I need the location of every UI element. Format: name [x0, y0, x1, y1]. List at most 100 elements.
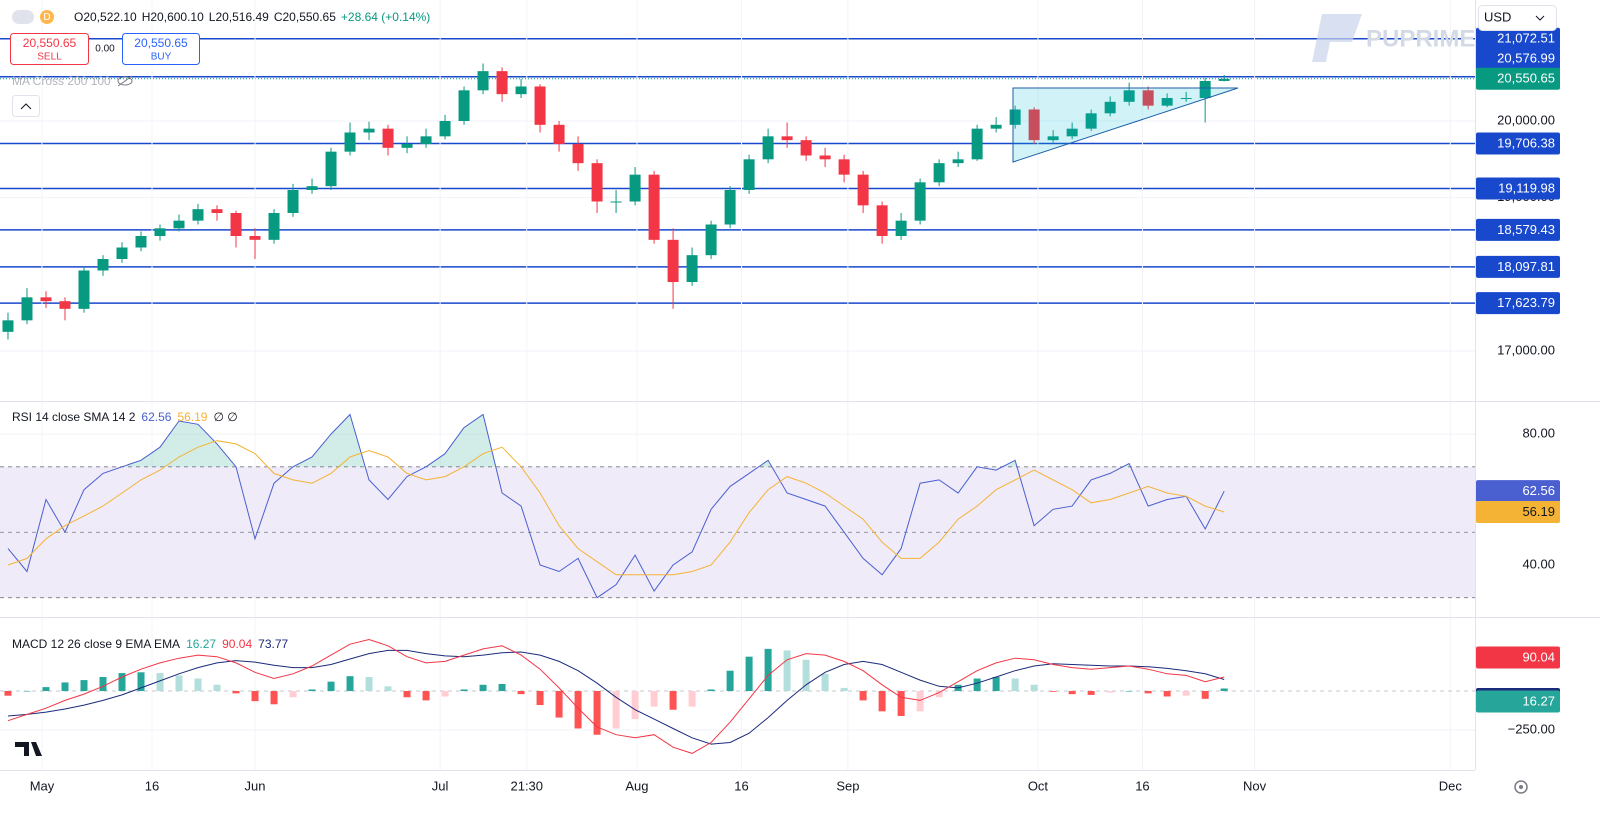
visibility-icon[interactable] [117, 76, 133, 86]
candle-body [1047, 136, 1059, 141]
x-tick-label: May [30, 778, 55, 793]
histogram-bar [859, 691, 867, 701]
grid-layer [0, 0, 1475, 770]
currency-select[interactable] [1478, 5, 1557, 31]
histogram-bar [612, 691, 620, 729]
buy-button[interactable] [122, 33, 200, 65]
candle-body [382, 128, 394, 148]
histogram-bar [707, 689, 715, 692]
level-label: 18,579.43 [1497, 222, 1555, 237]
candle-body [40, 297, 52, 302]
indicator-label: MA Cross 200 100 [12, 74, 111, 88]
candle-body [306, 186, 318, 190]
macd-value-label: 90.04 [1522, 649, 1555, 664]
candle-body [838, 159, 850, 175]
collapse-icon [20, 103, 32, 110]
watermark: PUPRIME [1366, 25, 1475, 52]
x-tick-label: 16 [145, 778, 159, 793]
histogram-bar [42, 687, 50, 692]
histogram-bar [479, 684, 487, 692]
candle-body [154, 228, 166, 236]
collapse-button[interactable] [12, 95, 40, 117]
histogram-bar [1182, 691, 1190, 696]
histogram-bar [441, 691, 449, 697]
candle-body [21, 297, 33, 321]
histogram-bar [897, 691, 905, 716]
level-label-box [1476, 27, 1560, 50]
x-tick-label: Dec [1439, 778, 1463, 793]
candle-body [477, 71, 489, 91]
tv-logo [15, 742, 42, 756]
candle-body [572, 143, 584, 164]
candle-body [819, 155, 831, 160]
candle-body [173, 220, 185, 229]
last-price-label-box [1476, 67, 1560, 90]
interval-badge [40, 10, 54, 24]
histogram-bar [821, 673, 829, 692]
candle-body [800, 140, 812, 156]
level-label-box [1476, 132, 1560, 155]
sell-button[interactable] [10, 33, 89, 65]
legend-value: 62.56 [141, 410, 171, 424]
candle-body [287, 189, 299, 213]
y-tick-label: 17,000.00 [1497, 342, 1555, 357]
y-tick-label: −250.00 [1508, 721, 1555, 736]
histogram-bar [1144, 691, 1152, 694]
histogram-bar [1068, 691, 1076, 695]
rsi-value-label: 56.19 [1522, 504, 1555, 519]
histogram-bar [764, 648, 772, 692]
level-label-box [1476, 47, 1560, 70]
candle-body [116, 247, 128, 259]
histogram-bar [1087, 691, 1095, 695]
candle-body [1123, 90, 1135, 102]
histogram-bar [156, 673, 164, 692]
candle-body [857, 174, 869, 206]
symbol-icon[interactable] [12, 10, 34, 24]
histogram-bar [973, 678, 981, 692]
level-label-box [1476, 255, 1560, 278]
histogram-bar [403, 691, 411, 698]
candle-body [914, 182, 926, 221]
level-label: 19,119.98 [1498, 180, 1555, 195]
candle-body [1066, 128, 1078, 137]
candle-body [591, 163, 603, 202]
settings-icon[interactable] [1514, 780, 1528, 794]
candle-body [895, 220, 907, 236]
candle-body [1009, 109, 1021, 125]
histogram-bar [308, 689, 316, 692]
price-change: +28.64 (+0.14%) [341, 10, 430, 24]
x-tick-label: Nov [1243, 778, 1267, 793]
ohlc-value: L20,516.49 [209, 10, 269, 24]
visibility-icon-slash [117, 75, 133, 87]
candle-body [1028, 109, 1040, 141]
triangle-drawing[interactable] [1012, 87, 1239, 163]
buy-label: BUY [151, 52, 172, 63]
candle-body [344, 132, 356, 152]
histogram-bar [384, 686, 392, 692]
histogram-bar [1163, 691, 1171, 697]
level-label: 18,097.81 [1497, 259, 1555, 274]
candle-body [458, 90, 470, 121]
histogram-bar [669, 691, 677, 710]
rsi-value-label-box [1476, 500, 1560, 523]
candle-body [762, 136, 774, 160]
candle-body [230, 212, 242, 236]
histogram-bar [1220, 688, 1228, 692]
legend-value: 16.27 [186, 637, 216, 651]
candle-body [1180, 97, 1192, 99]
level-label: 17,623.79 [1497, 295, 1555, 310]
rsi-value-label-box [1476, 480, 1560, 503]
sell-price: 20,550.65 [23, 36, 77, 50]
candle-body [211, 209, 223, 213]
candle-body [933, 163, 945, 183]
histogram-bar [783, 650, 791, 692]
candle-body [1104, 101, 1116, 114]
ohlc-legend: O20,522.10 H20,600.10 L20,516.49 C20,550.65… [74, 10, 430, 24]
histogram-bar [745, 656, 753, 692]
candle-body [610, 201, 622, 203]
candle-body [648, 174, 660, 240]
candle-body [705, 224, 717, 256]
x-tick-label: 16 [1135, 778, 1149, 793]
rsi-pane: RSI 14 close SMA 14 2 62.56 56.19 ∅ ∅ [0, 410, 1475, 599]
